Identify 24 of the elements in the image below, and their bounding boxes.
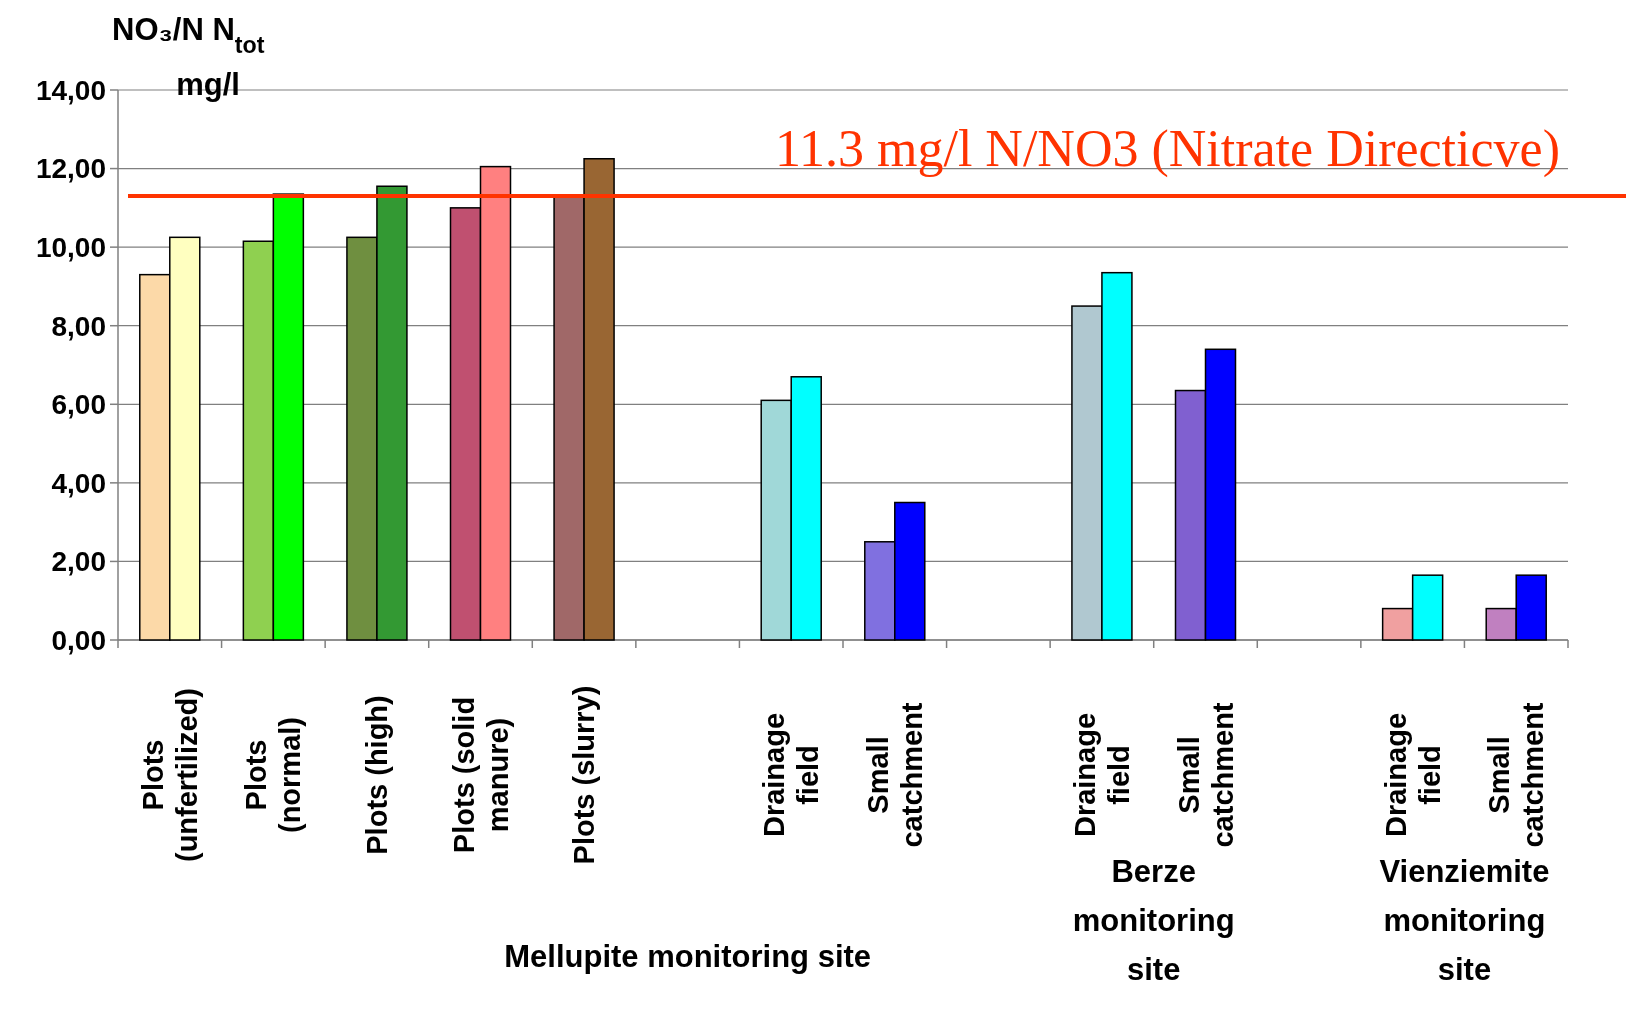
ref-line-label: 11.3 mg/l N/NO3 (Nitrate Directicve)	[774, 120, 1560, 179]
text: Vienziemite monitoring site	[1379, 854, 1550, 987]
y-tick-label: 6,00	[51, 389, 106, 421]
y-tick-label: 8,00	[51, 310, 106, 342]
text: Berze monitoring site	[1072, 854, 1235, 987]
x-tick-label: Drainage field	[1068, 712, 1135, 838]
y-axis-title: NO₃/N N$_{tot}$ mg/l	[112, 12, 265, 102]
y-tick-label: 2,00	[51, 546, 106, 578]
x-tick-label: Plots (high)	[360, 695, 393, 855]
y-tick-label: 10,00	[35, 231, 106, 263]
x-tick-label: Plots (solid manure)	[447, 696, 514, 854]
y-tick-label: 4,00	[51, 467, 106, 499]
x-tick-label: Small catchment	[1172, 702, 1239, 848]
y-tick-label: 14,00	[35, 74, 106, 106]
x-tick-label: Plots (unfertilized)	[136, 688, 203, 862]
x-tick-label: Small catchment	[1483, 702, 1550, 848]
x-tick-label: Plots (normal)	[240, 717, 307, 833]
x-tick-label: Drainage field	[1379, 712, 1446, 838]
y-tick-label: 0,00	[51, 624, 106, 656]
x-tick-label: Drainage field	[758, 712, 825, 838]
x-tick-label: Small catchment	[861, 702, 928, 848]
y-tick-label: 12,00	[35, 153, 106, 185]
x-tick-label: Plots (slurry)	[568, 685, 601, 865]
text: Mellupite monitoring site	[504, 939, 872, 974]
